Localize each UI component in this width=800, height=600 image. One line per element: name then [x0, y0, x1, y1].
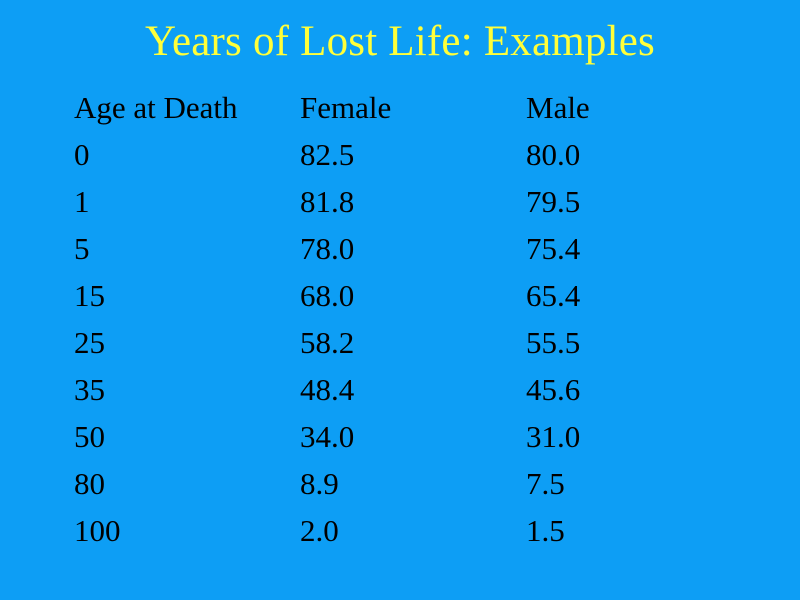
female-cell: 82.5 [300, 137, 355, 172]
table-row: 80 8.9 7.5 [74, 460, 726, 507]
male-cell: 45.6 [526, 372, 581, 407]
age-cell: 35 [74, 372, 105, 407]
header-age-at-death: Age at Death [74, 90, 238, 125]
female-cell: 34.0 [300, 419, 355, 454]
male-cell: 65.4 [526, 278, 581, 313]
header-female: Female [300, 90, 392, 125]
male-cell: 7.5 [526, 466, 565, 501]
age-cell: 50 [74, 419, 105, 454]
male-cell: 75.4 [526, 231, 581, 266]
table-row: 100 2.0 1.5 [74, 507, 726, 554]
table-row: 5 78.0 75.4 [74, 225, 726, 272]
years-lost-life-table: Age at Death Female Male 0 82.5 80.0 1 8… [74, 84, 726, 554]
table-row: 0 82.5 80.0 [74, 131, 726, 178]
male-cell: 55.5 [526, 325, 581, 360]
male-cell: 80.0 [526, 137, 581, 172]
table-row: 1 81.8 79.5 [74, 178, 726, 225]
female-cell: 8.9 [300, 466, 339, 501]
male-cell: 79.5 [526, 184, 581, 219]
table-row: 50 34.0 31.0 [74, 413, 726, 460]
female-cell: 78.0 [300, 231, 355, 266]
age-cell: 0 [74, 137, 90, 172]
age-cell: 25 [74, 325, 105, 360]
female-cell: 81.8 [300, 184, 355, 219]
header-male: Male [526, 90, 590, 125]
age-cell: 5 [74, 231, 90, 266]
age-cell: 15 [74, 278, 105, 313]
table-row: 25 58.2 55.5 [74, 319, 726, 366]
table-row: 35 48.4 45.6 [74, 366, 726, 413]
age-cell: 1 [74, 184, 90, 219]
age-cell: 100 [74, 513, 121, 548]
female-cell: 2.0 [300, 513, 339, 548]
male-cell: 1.5 [526, 513, 565, 548]
female-cell: 58.2 [300, 325, 355, 360]
age-cell: 80 [74, 466, 105, 501]
female-cell: 68.0 [300, 278, 355, 313]
female-cell: 48.4 [300, 372, 355, 407]
slide-title: Years of Lost Life: Examples [145, 18, 655, 65]
table-row: 15 68.0 65.4 [74, 272, 726, 319]
male-cell: 31.0 [526, 419, 581, 454]
table-header-row: Age at Death Female Male [74, 84, 726, 131]
